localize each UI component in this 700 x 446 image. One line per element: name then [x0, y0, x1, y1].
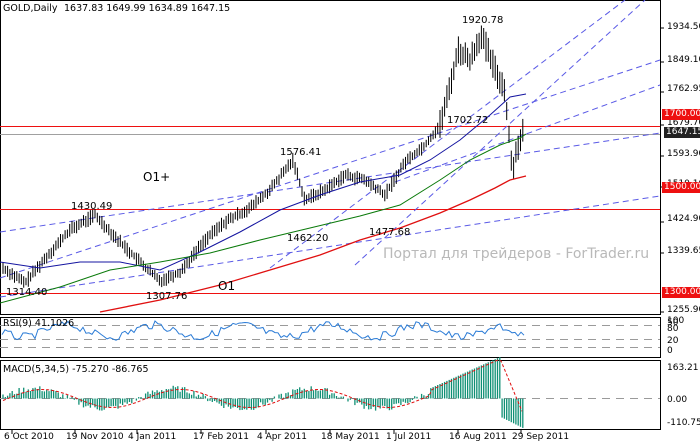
- rsi-axis-label: 80: [667, 324, 679, 334]
- price-axis-label: 1849.10: [667, 55, 700, 65]
- price-axis-label: 1339.65: [667, 246, 700, 256]
- price-axis-label: 1762.95: [667, 84, 700, 94]
- annotation-1477: 1477.68: [369, 227, 411, 238]
- annotation-1307: 1307.76: [146, 291, 188, 302]
- time-axis-label: 19 Nov 2010: [66, 432, 124, 442]
- rsi-axis-label: 100: [667, 316, 685, 326]
- rsi-axis-label: 0: [667, 346, 673, 356]
- time-axis-label: 4 Apr 2011: [257, 432, 307, 442]
- current-price-tag: 1647.15: [664, 127, 700, 138]
- ma-fast-line: [0, 93, 527, 271]
- trend-channel-line: [394, 84, 661, 183]
- price-axis-label: 1424.90: [667, 214, 700, 224]
- macd-axis-label: -110.751: [667, 418, 700, 428]
- price-axis-label: 1593.90: [667, 149, 700, 159]
- trend-channel-line: [354, 0, 646, 266]
- time-axis-label: 29 Sep 2011: [512, 432, 570, 442]
- ma-slow-line: [99, 175, 527, 313]
- macd-panel-frame: [0, 360, 661, 430]
- rsi-panel-frame: [0, 317, 661, 358]
- rsi-label: RSI(9) 41.1026: [3, 318, 75, 329]
- annotation-1576: 1576.41: [280, 147, 322, 158]
- rsi-line: [1, 320, 525, 342]
- annotation-high: 1920.78: [462, 15, 504, 26]
- level-tag-1500: 1500.00: [662, 182, 700, 193]
- time-axis-label: 17 Feb 2011: [193, 432, 250, 442]
- time-axis-label: 16 Aug 2011: [449, 432, 507, 442]
- watermark: Портал для трейдеров - ForTrader.ru: [383, 246, 650, 262]
- time-axis-label: 4 Jan 2011: [128, 432, 177, 442]
- chart-ohlc: 1637.83 1649.99 1634.89 1647.15: [64, 3, 231, 14]
- ma-mid-line: [0, 133, 527, 304]
- level-tag-1700: 1700.00: [662, 109, 700, 120]
- wave-label-o1: O1: [218, 279, 236, 293]
- annotation-1462: 1462.20: [287, 233, 329, 244]
- annotation-1702: 1702.72: [447, 115, 489, 126]
- main-panel-frame: [0, 0, 661, 315]
- rsi-axis-label: 20: [667, 336, 679, 346]
- annotation-1314: 1314.40: [6, 287, 48, 298]
- time-axis-label: 18 May 2011: [321, 432, 380, 442]
- macd-axis-label: 0.00: [667, 395, 688, 405]
- trend-channel-line: [0, 195, 661, 298]
- level-tag-1300: 1300.00: [662, 287, 700, 298]
- macd-signal-line: [2, 359, 523, 412]
- chart-symbol: GOLD,Daily: [3, 3, 58, 14]
- annotation-1430: 1430.49: [71, 201, 113, 212]
- price-axis-label: 1255.90: [667, 305, 700, 315]
- price-axis-label: 1679.70: [667, 118, 700, 128]
- time-axis-label: 6 Oct 2010: [4, 432, 54, 442]
- macd-label: MACD(5,34,5) -75.270 -86.765: [3, 364, 149, 375]
- wave-label-o1-plus: O1+: [143, 170, 171, 184]
- trend-channel-line: [0, 59, 661, 279]
- time-axis-label: 1 Jul 2011: [386, 432, 432, 442]
- rsi-axis-label: 50: [667, 318, 679, 328]
- macd-axis-label: 163.21: [667, 363, 699, 373]
- price-axis-label: 1934.50: [667, 22, 700, 32]
